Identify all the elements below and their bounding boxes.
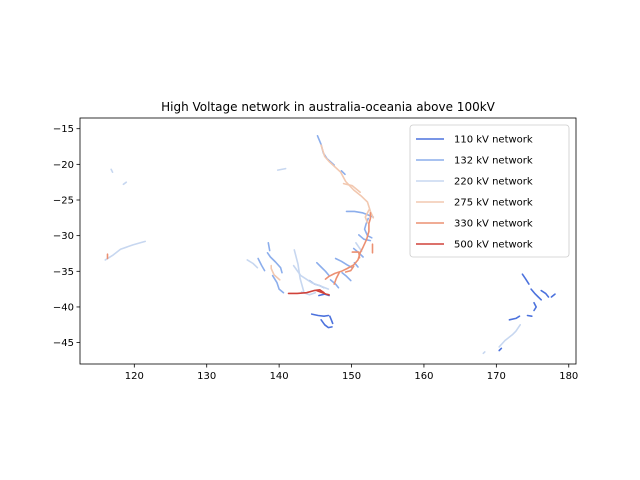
x-tick-label-6: 180 xyxy=(559,371,578,382)
x-tick-label-5: 170 xyxy=(487,371,506,382)
series-3 xyxy=(270,144,375,281)
y-tick-label-1: −20 xyxy=(53,160,74,171)
legend-label-1: 132 kV network xyxy=(454,156,533,167)
x-tick-label-3: 150 xyxy=(342,371,361,382)
x-axis: 120 130 140 150 160 170 180 xyxy=(125,364,578,382)
x-tick-label-4: 160 xyxy=(414,371,433,382)
legend-label-3: 275 kV network xyxy=(454,198,533,209)
series-1-segment-6 xyxy=(271,274,285,294)
series-5 xyxy=(287,288,330,296)
legend: 110 kV network 132 kV network 220 kV netwo… xyxy=(409,124,570,258)
series-2 xyxy=(104,167,522,355)
series-0-segment-11 xyxy=(498,347,503,352)
series-0-segment-2 xyxy=(320,318,333,329)
series-2-segment-8 xyxy=(355,242,363,253)
series-0-segment-9 xyxy=(526,314,533,318)
y-tick-label-5: −40 xyxy=(53,302,74,313)
series-0-segment-6 xyxy=(540,289,550,298)
series-1-segment-1 xyxy=(340,170,346,176)
series-1-segment-11 xyxy=(341,271,352,282)
y-tick-label-4: −35 xyxy=(53,267,74,278)
series-1-segment-7 xyxy=(257,257,266,272)
axes-frame xyxy=(79,117,577,365)
series-4 xyxy=(106,212,374,285)
x-tick-label-0: 120 xyxy=(125,371,144,382)
series-2-segment-9 xyxy=(498,323,522,348)
series-0-segment-10 xyxy=(508,315,521,321)
series-3-segment-2 xyxy=(364,209,370,224)
series-4-segment-3 xyxy=(351,251,361,259)
series-5-segment-1 xyxy=(315,289,330,296)
series-3-segment-3 xyxy=(270,264,281,281)
series-0-segment-5 xyxy=(530,288,543,301)
series-2-segment-0 xyxy=(104,240,146,261)
series-1-segment-4 xyxy=(357,234,372,242)
chart-title: High Voltage network in australia-oceani… xyxy=(161,100,496,114)
series-1-segment-5 xyxy=(266,252,283,274)
series-0 xyxy=(310,273,556,352)
series-3-segment-1 xyxy=(342,182,362,193)
series-1-segment-13 xyxy=(329,279,340,289)
y-axis: −15 −20 −25 −30 −35 −40 −45 xyxy=(53,124,80,349)
legend-box xyxy=(409,124,570,258)
plot-lines xyxy=(104,135,556,355)
series-5-segment-0 xyxy=(287,288,325,295)
x-tick-label-1: 130 xyxy=(197,371,216,382)
series-0-segment-8 xyxy=(533,301,538,312)
legend-label-4: 330 kV network xyxy=(454,219,533,230)
legend-label-2: 220 kV network xyxy=(454,177,533,188)
series-0-segment-3 xyxy=(328,315,334,325)
series-2-segment-10 xyxy=(482,351,486,355)
series-0-segment-7 xyxy=(550,293,556,298)
series-1-segment-8 xyxy=(267,242,271,252)
series-2-segment-3 xyxy=(276,167,287,171)
y-tick-label-6: −45 xyxy=(53,338,74,349)
series-2-segment-2 xyxy=(122,181,128,186)
series-2-segment-1 xyxy=(110,168,114,173)
legend-label-5: 500 kV network xyxy=(454,240,533,251)
legend-label-0: 110 kV network xyxy=(454,135,533,146)
y-tick-label-0: −15 xyxy=(53,124,74,135)
series-0-segment-1 xyxy=(310,313,330,318)
series-2-segment-5 xyxy=(293,249,305,293)
series-2-segment-6 xyxy=(292,264,330,290)
series-4-segment-1 xyxy=(344,265,355,273)
x-tick-label-2: 140 xyxy=(270,371,289,382)
y-tick-label-3: −30 xyxy=(53,231,74,242)
series-0-segment-4 xyxy=(521,273,530,285)
series-2-segment-4 xyxy=(246,259,259,269)
y-tick-label-2: −25 xyxy=(53,196,74,207)
series-1-segment-9 xyxy=(315,261,330,277)
series-4-segment-4 xyxy=(333,271,341,285)
